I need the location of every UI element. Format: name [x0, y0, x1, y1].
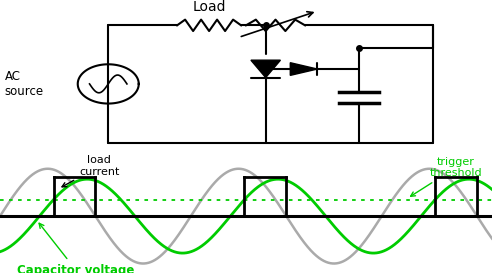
Text: load
current: load current: [62, 156, 120, 187]
Text: Load: Load: [192, 0, 226, 14]
Text: Capacitor voltage: Capacitor voltage: [17, 223, 135, 273]
Text: trigger
threshold: trigger threshold: [411, 157, 482, 196]
Polygon shape: [251, 60, 280, 78]
Text: AC
source: AC source: [5, 70, 44, 98]
Polygon shape: [290, 63, 317, 75]
